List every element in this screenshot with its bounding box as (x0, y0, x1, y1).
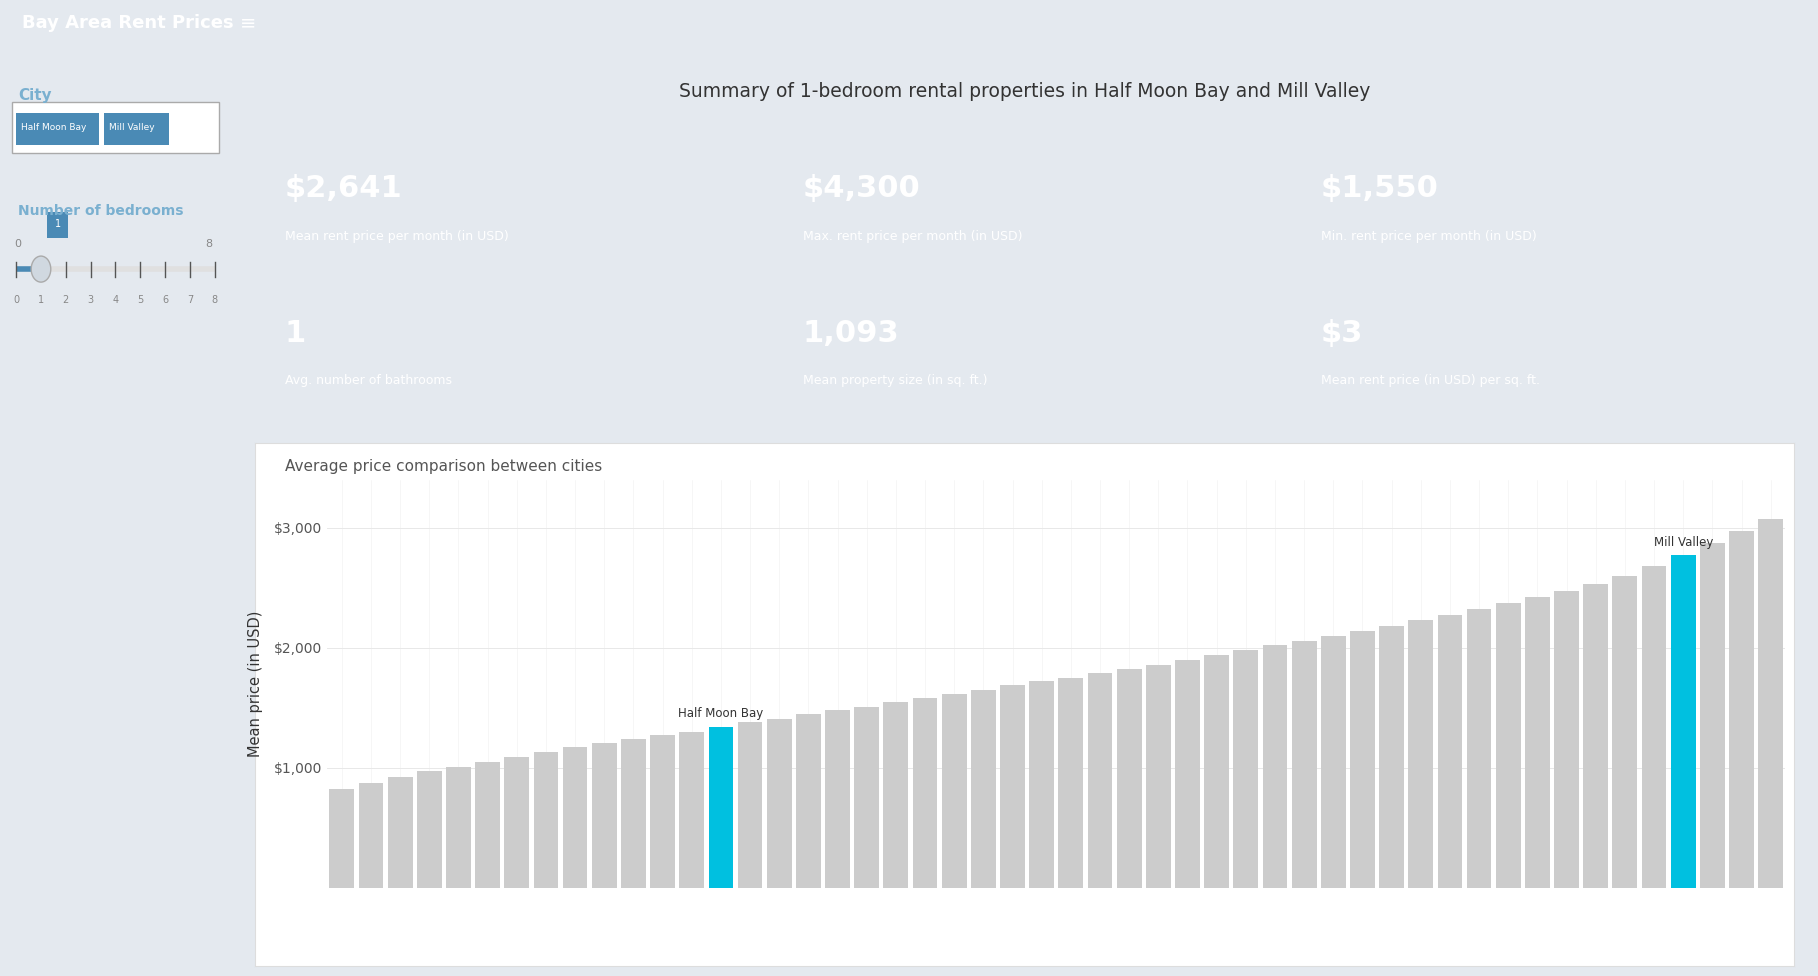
Bar (1029, 681, 1054, 888)
Bar (1204, 655, 1229, 888)
Bar (1233, 650, 1258, 888)
Bar (1758, 519, 1783, 888)
FancyBboxPatch shape (16, 113, 100, 145)
Bar (1525, 597, 1549, 888)
Bar (329, 790, 355, 888)
Bar (1554, 591, 1580, 888)
Bar (1380, 626, 1403, 888)
Text: Min. rent price per month (in USD): Min. rent price per month (in USD) (1322, 230, 1536, 243)
Text: Max. rent price per month (in USD): Max. rent price per month (in USD) (804, 230, 1022, 243)
Bar (796, 713, 820, 888)
Text: 0: 0 (13, 295, 20, 305)
Bar (504, 757, 529, 888)
Text: $1,550: $1,550 (1322, 175, 1438, 203)
Ellipse shape (31, 256, 51, 282)
Bar (1174, 660, 1200, 888)
Text: Avg. number of bathrooms: Avg. number of bathrooms (285, 375, 451, 387)
Text: 2: 2 (62, 295, 69, 305)
Text: 8: 8 (205, 239, 213, 249)
Bar (1262, 645, 1287, 888)
Bar (358, 784, 384, 888)
Bar (1700, 544, 1725, 888)
Bar (709, 727, 733, 888)
Text: Mean property size (in sq. ft.): Mean property size (in sq. ft.) (804, 375, 987, 387)
Text: 7: 7 (187, 295, 193, 305)
Text: $2,641: $2,641 (285, 175, 402, 203)
FancyBboxPatch shape (47, 213, 67, 238)
Bar (971, 690, 996, 888)
Bar (474, 761, 500, 888)
Bar (387, 777, 413, 888)
Text: Summary of 1-bedroom rental properties in Half Moon Bay and Mill Valley: Summary of 1-bedroom rental properties i… (678, 82, 1371, 101)
Bar (1087, 672, 1113, 888)
Text: City: City (18, 88, 53, 102)
Text: Half Moon Bay: Half Moon Bay (678, 708, 764, 720)
Text: ≡: ≡ (240, 14, 256, 32)
Text: 6: 6 (162, 295, 167, 305)
Bar (1058, 677, 1084, 888)
Text: 1,093: 1,093 (804, 319, 900, 347)
Text: 4: 4 (113, 295, 118, 305)
Text: 1: 1 (285, 319, 305, 347)
Bar (564, 748, 587, 888)
Bar (593, 743, 616, 888)
Text: Mill Valley: Mill Valley (1654, 536, 1713, 549)
Bar (1642, 566, 1667, 888)
Bar (622, 739, 645, 888)
FancyBboxPatch shape (104, 113, 169, 145)
Bar (854, 707, 880, 888)
Bar (1116, 670, 1142, 888)
Bar (445, 766, 471, 888)
Bar (1613, 576, 1638, 888)
Bar (651, 735, 674, 888)
Bar (767, 718, 791, 888)
Bar (1583, 584, 1609, 888)
Text: 5: 5 (136, 295, 144, 305)
Y-axis label: Mean price (in USD): Mean price (in USD) (247, 611, 264, 757)
Text: Bay Area Rent Prices: Bay Area Rent Prices (22, 14, 233, 32)
Bar (533, 752, 558, 888)
Bar (884, 703, 909, 888)
Bar (1409, 620, 1433, 888)
Bar (1322, 635, 1345, 888)
Bar (1351, 630, 1374, 888)
Text: $4,300: $4,300 (804, 175, 920, 203)
Bar (680, 732, 704, 888)
Bar (416, 771, 442, 888)
Bar (1729, 531, 1754, 888)
Text: Number of bedrooms: Number of bedrooms (18, 204, 184, 218)
Text: 1: 1 (38, 295, 44, 305)
Bar (913, 698, 938, 888)
Text: 3: 3 (87, 295, 95, 305)
Bar (738, 722, 762, 888)
Text: Mill Valley: Mill Valley (109, 123, 155, 132)
Text: Mean rent price (in USD) per sq. ft.: Mean rent price (in USD) per sq. ft. (1322, 375, 1540, 387)
Bar (1467, 609, 1491, 888)
Text: 0: 0 (15, 239, 20, 249)
Text: Half Moon Bay: Half Moon Bay (20, 123, 85, 132)
Text: Average price comparison between cities: Average price comparison between cities (285, 459, 602, 473)
Bar (1000, 685, 1025, 888)
Bar (942, 694, 967, 888)
FancyBboxPatch shape (11, 102, 220, 153)
Bar (1145, 665, 1171, 888)
Bar (1671, 555, 1696, 888)
Bar (1293, 640, 1316, 888)
Text: 1: 1 (55, 220, 60, 229)
Bar (1496, 603, 1520, 888)
Bar (1438, 615, 1462, 888)
Text: Mean rent price per month (in USD): Mean rent price per month (in USD) (285, 230, 509, 243)
Text: 8: 8 (211, 295, 218, 305)
Text: $3: $3 (1322, 319, 1364, 347)
Bar (825, 711, 851, 888)
